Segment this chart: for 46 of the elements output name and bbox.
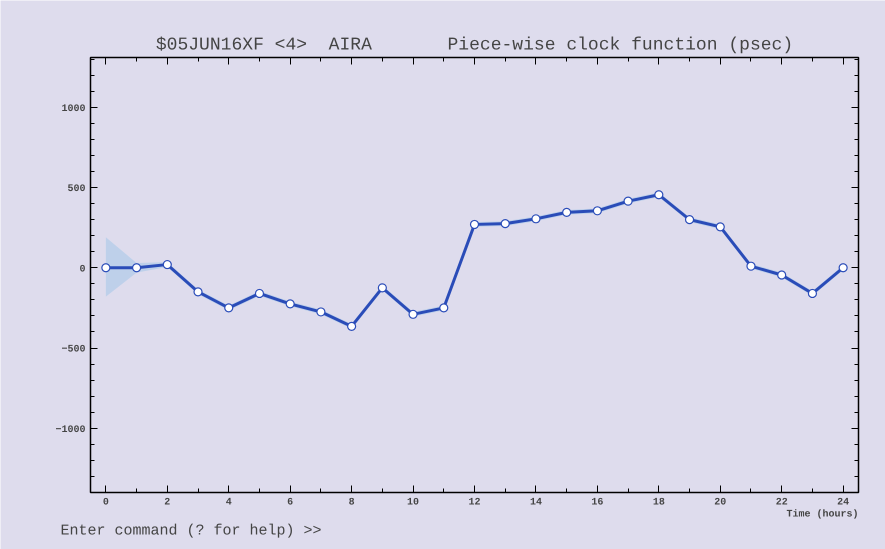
point <box>562 208 572 217</box>
point <box>408 310 418 319</box>
point <box>162 260 172 270</box>
y-tick-label: −500 <box>61 344 86 356</box>
point <box>347 322 356 331</box>
x-tick-label: 4 <box>226 498 232 508</box>
point <box>470 220 480 230</box>
point <box>193 287 203 296</box>
point <box>439 303 448 312</box>
point <box>531 214 541 224</box>
x-tick-label: 8 <box>348 498 355 508</box>
x-tick-label: 14 <box>530 498 542 508</box>
point <box>592 206 602 216</box>
point <box>500 219 510 228</box>
point <box>777 270 786 280</box>
point <box>132 263 142 272</box>
point <box>746 262 756 271</box>
x-tick-label: 0 <box>102 498 109 508</box>
y-tick-label: −1000 <box>55 424 86 436</box>
y-tick-label: 1000 <box>61 104 86 115</box>
text: Enter command (? for help) >> <box>60 522 322 540</box>
point <box>838 263 848 272</box>
x-tick-label: 12 <box>468 498 481 508</box>
x-tick-label: 10 <box>407 498 420 508</box>
point <box>684 215 694 224</box>
point <box>716 222 725 232</box>
point <box>286 299 295 308</box>
point <box>378 283 387 292</box>
x-tick-label: 24 <box>837 498 850 508</box>
x-axis-title: Time (hours) <box>786 508 859 520</box>
point <box>654 190 664 200</box>
x-tick-label: 16 <box>591 498 604 508</box>
point <box>254 288 264 298</box>
point <box>101 263 110 272</box>
chart-title: $05JUN16XF <4> AIRA Piece-wise clock function (psec) <box>156 36 794 56</box>
y-tick-label: 500 <box>67 184 86 196</box>
point <box>624 196 633 206</box>
x-tick-label: 22 <box>776 498 788 508</box>
point <box>808 288 818 298</box>
x-tick-label: 20 <box>714 498 726 508</box>
x-tick-label: 18 <box>652 498 665 508</box>
point <box>224 303 234 312</box>
x-tick-label: 6 <box>287 498 294 508</box>
point <box>316 307 326 317</box>
x-tick-label: 2 <box>164 498 170 508</box>
y-tick-label: 0 <box>80 264 86 276</box>
